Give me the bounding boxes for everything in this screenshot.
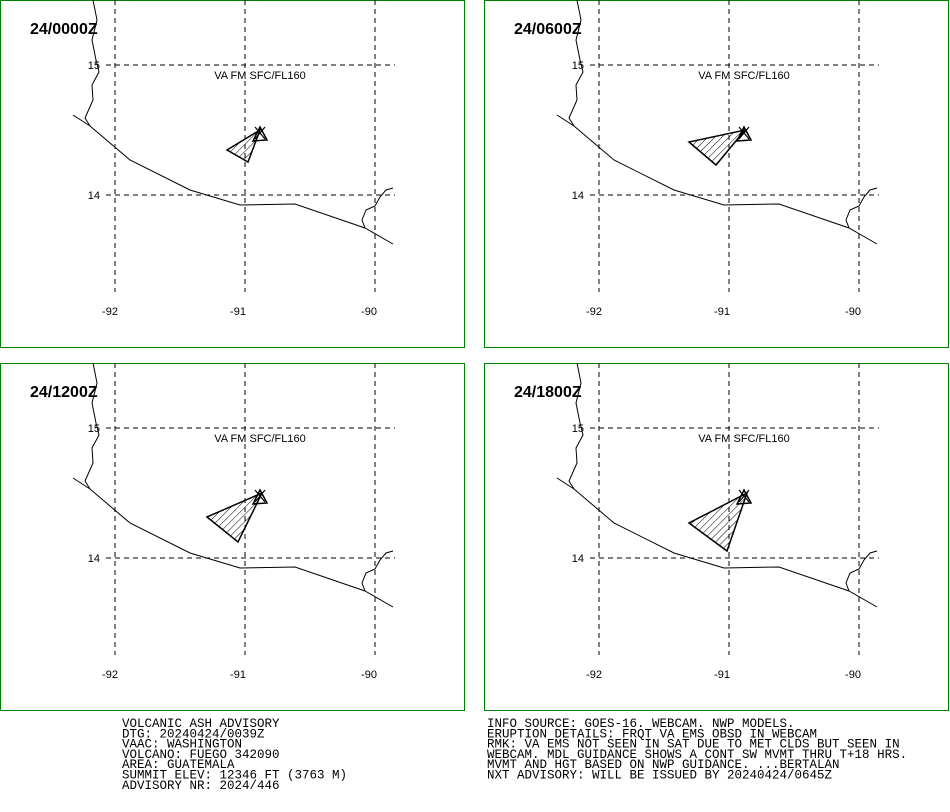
coastline	[568, 0, 584, 127]
longitude-label: -92	[102, 669, 118, 681]
volcano-marker	[738, 126, 750, 140]
advisory-line: NXT ADVISORY: WILL BE ISSUED BY 20240424…	[487, 769, 833, 783]
longitude-label: -90	[845, 306, 861, 318]
volcano-marker	[251, 488, 269, 505]
ash-layer: VA FM SFC/FL160	[698, 70, 790, 82]
longitude-label: -90	[361, 306, 377, 318]
volcano-marker	[735, 125, 753, 142]
panel-border	[484, 363, 949, 711]
coastline	[845, 550, 878, 592]
ash-layer: VA FM SFC/FL160	[214, 70, 306, 82]
latitude-label: 14	[572, 190, 584, 202]
volcano-marker	[254, 489, 266, 503]
coastline	[556, 114, 878, 245]
advisory-line: SUMMIT ELEV: 12346 FT (3763 M)	[122, 769, 347, 783]
longitude-label: -92	[102, 306, 118, 318]
volcano-marker	[735, 488, 753, 505]
volcano-marker	[251, 125, 269, 142]
longitude-label: -91	[230, 669, 246, 681]
coastline	[556, 477, 878, 608]
coastline	[84, 0, 100, 127]
longitude-label: -90	[845, 669, 861, 681]
advisory-line: INFO SOURCE: GOES-16. WEBCAM. NWP MODELS…	[487, 717, 795, 731]
coastline	[72, 477, 394, 608]
valid-time: 24/1800Z	[514, 384, 582, 401]
advisory-line: VOLCANO: FUEGO 342090	[122, 748, 280, 762]
advisory-line: WEBCAM. MDL GUIDANCE SHOWS A CONT SW MVM…	[487, 748, 907, 762]
coastline	[568, 362, 584, 490]
ash-area	[687, 491, 749, 553]
valid-time: 24/0600Z	[514, 21, 582, 38]
advisory-line: ADVISORY NR: 2024/446	[122, 779, 280, 793]
valid-time: 24/1200Z	[30, 384, 98, 401]
longitude-label: -91	[230, 306, 246, 318]
volcano-marker	[738, 489, 750, 503]
advisory-line: VAAC: WASHINGTON	[122, 738, 242, 752]
coastline	[845, 187, 878, 229]
ash-layer: VA FM SFC/FL160	[214, 433, 306, 445]
advisory-line: DTG: 20240424/0039Z	[122, 727, 265, 741]
longitude-label: -91	[714, 669, 730, 681]
longitude-label: -92	[586, 669, 602, 681]
advisory-line: VOLCANIC ASH ADVISORY	[122, 717, 280, 731]
volcano-marker	[254, 126, 266, 140]
panel-border	[0, 363, 465, 711]
advisory-line: MVMT AND HGT BASED ON NWP GUIDANCE. ...B…	[487, 758, 840, 772]
ash-area	[205, 491, 264, 544]
ash-layer: VA FM SFC/FL160	[698, 433, 790, 445]
panel-border	[0, 0, 465, 348]
coastline	[361, 187, 394, 229]
latitude-label: 14	[88, 553, 100, 565]
advisory-line: ERUPTION DETAILS: FRQT VA EMS OBSD IN WE…	[487, 727, 817, 741]
longitude-label: -91	[714, 306, 730, 318]
latitude-label: 14	[88, 190, 100, 202]
coastline	[361, 550, 394, 592]
panel-border	[484, 0, 949, 348]
longitude-label: -92	[586, 306, 602, 318]
latitude-label: 14	[572, 553, 584, 565]
coastline	[84, 362, 100, 490]
valid-time: 24/0000Z	[30, 21, 98, 38]
longitude-label: -90	[361, 669, 377, 681]
coastline	[72, 114, 394, 245]
ash-area	[225, 128, 262, 164]
advisory-line: RMK: VA EMS NOT SEEN IN SAT DUE TO MET C…	[487, 738, 900, 752]
ash-area	[687, 128, 747, 167]
advisory-line: AREA: GUATEMALA	[122, 758, 235, 772]
